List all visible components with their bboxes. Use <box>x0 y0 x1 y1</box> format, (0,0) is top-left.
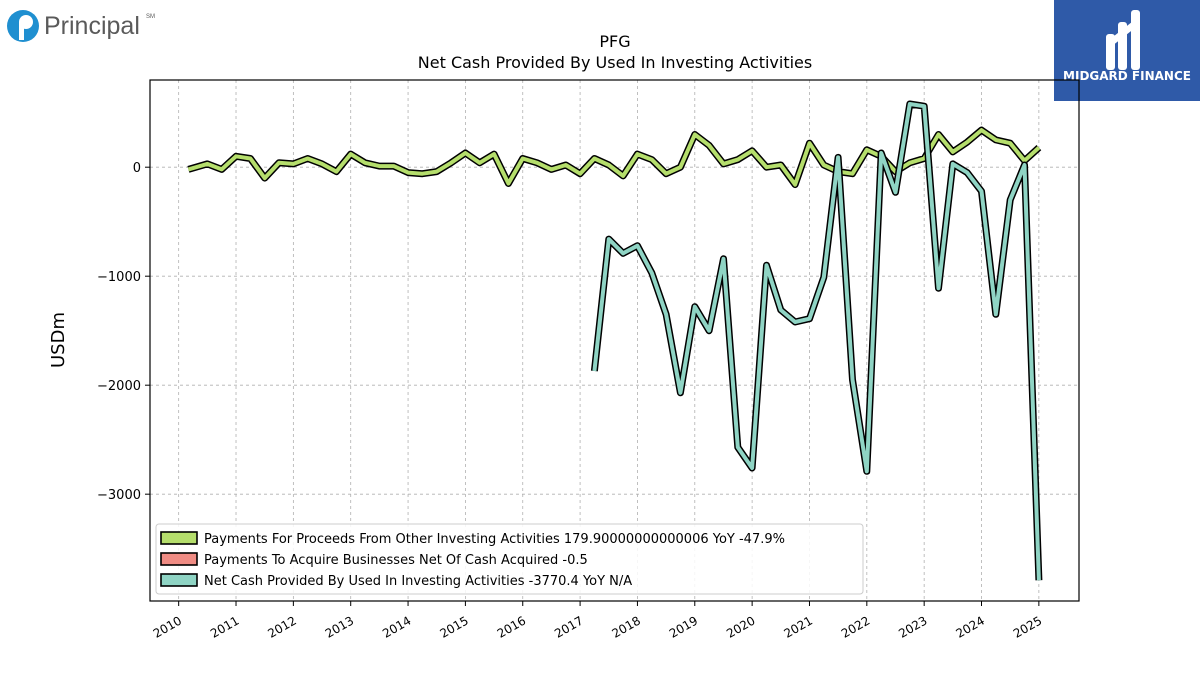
grid <box>150 80 1079 601</box>
legend-label-2: Net Cash Provided By Used In Investing A… <box>204 574 632 589</box>
y-tick-label: −1000 <box>97 270 141 285</box>
series-0-outline <box>187 126 1042 189</box>
x-tick-label: 2020 <box>724 613 757 640</box>
chart-title: PFG <box>599 32 630 51</box>
x-tick-label: 2022 <box>839 613 872 640</box>
x-tick-label: 2019 <box>667 613 700 640</box>
midgard-logo-text: MIDGARD FINANCE <box>1063 69 1191 83</box>
x-axis: 2010 2011 2012 2013 2014 2015 2016 2017 2018 2019… <box>151 601 1044 641</box>
x-tick-label: 2015 <box>437 613 470 640</box>
principal-logo: Principal SM <box>6 5 166 49</box>
principal-logo-text: Principal <box>44 12 140 40</box>
x-tick-label: 2014 <box>380 613 413 640</box>
x-tick-label: 2021 <box>782 613 815 640</box>
y-axis-label: USDm <box>48 312 69 368</box>
legend-label-1: Payments To Acquire Businesses Net Of Ca… <box>204 553 588 568</box>
plot-frame <box>149 79 1080 602</box>
x-tick-label: 2013 <box>323 613 356 640</box>
y-axis: 0 −1000 −2000 −3000 <box>97 161 150 503</box>
x-tick-label: 2016 <box>495 613 528 640</box>
x-tick-label: 2024 <box>954 613 987 640</box>
legend-swatch-0 <box>160 531 198 545</box>
principal-logo-mark: SM <box>146 14 155 20</box>
x-tick-label: 2010 <box>151 613 184 640</box>
legend-swatch-2 <box>160 573 198 587</box>
x-tick-label: 2025 <box>1011 613 1044 640</box>
x-tick-label: 2011 <box>208 613 241 640</box>
x-tick-label: 2018 <box>609 613 642 640</box>
series-2-line <box>592 102 1041 581</box>
y-tick-label: −2000 <box>97 379 141 394</box>
midgard-finance-logo: MIDGARD FINANCE <box>1054 0 1200 101</box>
series-0-line <box>187 128 1041 187</box>
x-tick-label: 2017 <box>552 613 585 640</box>
y-tick-label: 0 <box>133 161 141 176</box>
x-tick-label: 2012 <box>265 613 298 640</box>
series-2-outline <box>590 100 1043 581</box>
legend: Payments For Proceeds From Other Investi… <box>155 523 864 595</box>
y-tick-label: −3000 <box>97 488 141 503</box>
chart-subtitle: Net Cash Provided By Used In Investing A… <box>418 53 812 72</box>
legend-swatch-1 <box>160 552 198 566</box>
midgard-logo-icon <box>1106 10 1140 70</box>
legend-box <box>155 523 864 595</box>
series-group <box>187 100 1043 581</box>
legend-label-0: Payments For Proceeds From Other Investi… <box>204 532 785 547</box>
x-tick-label: 2023 <box>896 613 929 640</box>
